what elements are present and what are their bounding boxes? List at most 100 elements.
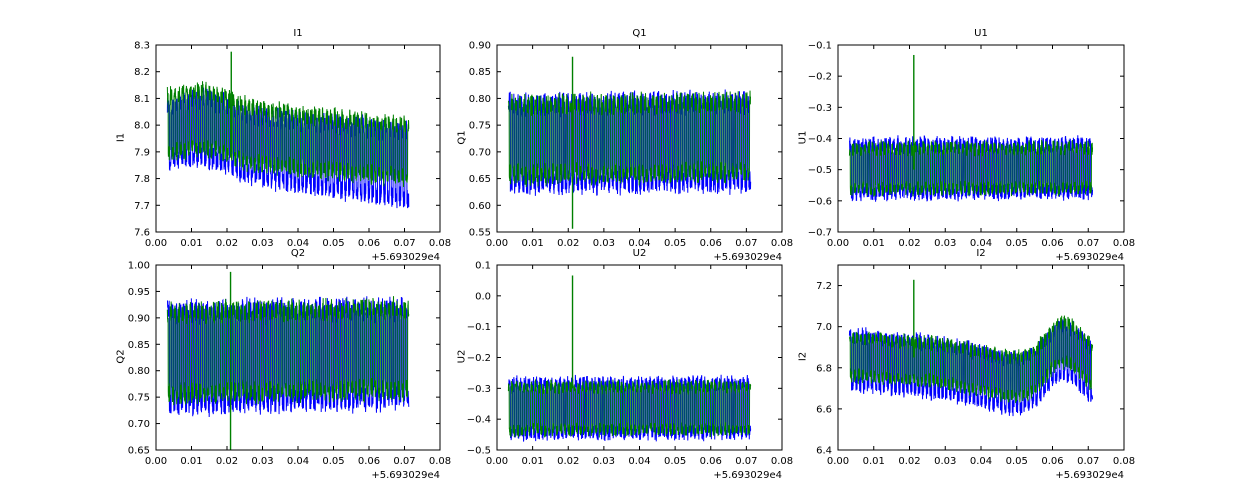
y-tick-label: 8.3 <box>134 41 150 52</box>
x-tick-label: 0.02 <box>557 456 579 467</box>
x-tick-label: 0.01 <box>180 238 202 249</box>
x-tick-label: 0.04 <box>628 456 650 467</box>
x-tick-label: 0.08 <box>429 456 451 467</box>
series-group <box>166 51 410 209</box>
series-group <box>848 54 1094 202</box>
y-tick-label: 8.0 <box>134 121 150 132</box>
x-tick-label: 0.06 <box>358 456 380 467</box>
axes-frame <box>837 264 1125 451</box>
y-tick-label: 6.4 <box>816 446 832 457</box>
series-line-series_b <box>166 296 410 406</box>
y-tick-label: 7.2 <box>816 281 832 292</box>
x-tick-label: 0.00 <box>145 456 167 467</box>
y-tick-label: 0.95 <box>128 287 150 298</box>
panel-title: Q1 <box>632 28 647 39</box>
x-tick-label: 0.08 <box>771 456 793 467</box>
y-axis-label: I1 <box>115 132 127 142</box>
x-axis-offset-label: +5.693029e4 <box>371 252 440 263</box>
x-tick-label: 0.07 <box>735 238 757 249</box>
x-tick-label: 0.02 <box>898 238 920 249</box>
y-tick-label: −0.2 <box>467 353 491 364</box>
y-tick-label: 8.1 <box>134 94 150 105</box>
x-tick-label: 0.08 <box>1113 456 1135 467</box>
y-tick-label: −0.5 <box>808 165 832 176</box>
axes-frame <box>155 44 441 233</box>
series-line-series_a <box>507 89 752 196</box>
x-tick-label: 0.01 <box>521 238 543 249</box>
x-tick-label: 0.03 <box>593 238 615 249</box>
y-tick-label: 6.8 <box>816 363 832 374</box>
x-tick-label: 0.03 <box>251 456 273 467</box>
x-tick-label: 0.06 <box>700 456 722 467</box>
x-tick-label: 0.01 <box>863 456 885 467</box>
y-tick-label: −0.1 <box>467 322 491 333</box>
x-tick-label: 0.07 <box>1077 238 1099 249</box>
x-tick-label: 0.05 <box>664 238 686 249</box>
x-tick-label: 0.05 <box>664 456 686 467</box>
x-tick-label: 0.06 <box>358 238 380 249</box>
y-tick-label: −0.2 <box>808 72 832 83</box>
x-tick-label: 0.06 <box>1041 456 1063 467</box>
x-tick-label: 0.07 <box>393 456 415 467</box>
y-tick-label: 7.0 <box>816 322 832 333</box>
series-line-series_b <box>507 90 751 188</box>
plot-area-i2: 0.00 0.01 0.02 0.03 0.04 0.05 0.06 0.07 0.08 6.4 6… <box>816 264 1135 467</box>
series-line-series_a <box>166 296 410 418</box>
series-line-series_b <box>848 315 1094 404</box>
plot-area-q1: 0.00 0.01 0.02 0.03 0.04 0.05 0.06 0.07 0.08 0.55… <box>469 41 793 250</box>
series-line-series_a <box>166 87 410 209</box>
x-tick-label: 0.06 <box>1041 238 1063 249</box>
x-tick-label: 0.03 <box>934 238 956 249</box>
series-group <box>848 279 1094 417</box>
x-tick-label: 0.06 <box>700 238 722 249</box>
y-tick-label: 6.6 <box>816 404 832 415</box>
series-line-series_a <box>848 135 1094 202</box>
y-tick-label: 0.55 <box>469 228 491 239</box>
y-tick-label: 7.6 <box>134 228 150 239</box>
plot-area-i1: 0.00 0.01 0.02 0.03 0.04 0.05 0.06 0.07 0.08 7.6 7… <box>134 41 451 250</box>
x-tick-label: 0.02 <box>216 456 238 467</box>
series-group <box>507 56 752 229</box>
y-tick-label: −0.3 <box>808 103 832 114</box>
x-tick-label: 0.02 <box>557 238 579 249</box>
x-tick-label: 0.02 <box>898 456 920 467</box>
y-tick-label: −0.5 <box>467 446 491 457</box>
y-tick-label: −0.7 <box>808 228 832 239</box>
x-axis-offset-label: +5.693029e4 <box>713 470 782 481</box>
panel-title: U2 <box>632 248 647 259</box>
axes-frame <box>837 44 1125 233</box>
x-axis-offset-label: +5.693029e4 <box>713 252 782 263</box>
y-axis-label: U1 <box>797 130 809 144</box>
x-tick-label: 0.07 <box>735 456 757 467</box>
y-tick-label: 0.0 <box>475 291 491 302</box>
series-line-series_b <box>166 81 410 187</box>
x-axis-offset-label: +5.693029e4 <box>1055 252 1124 263</box>
panel-title: I2 <box>976 248 986 259</box>
y-tick-label: −0.4 <box>808 134 832 145</box>
x-tick-label: 0.01 <box>521 456 543 467</box>
series-line-series_b <box>848 140 1094 197</box>
y-tick-label: 0.80 <box>128 366 150 377</box>
y-axis-label: U2 <box>456 349 468 363</box>
x-tick-label: 0.02 <box>216 238 238 249</box>
y-tick-label: 8.2 <box>134 67 150 78</box>
y-tick-label: 0.1 <box>475 261 491 272</box>
series-line-series_b <box>507 378 752 438</box>
panel-title: I1 <box>293 28 303 39</box>
y-axis-label: I2 <box>797 351 809 361</box>
y-tick-label: −0.6 <box>808 196 832 207</box>
y-tick-label: 0.75 <box>128 393 150 404</box>
y-tick-label: −0.1 <box>808 41 832 52</box>
x-tick-label: 0.00 <box>827 238 849 249</box>
y-axis-label: Q1 <box>456 129 468 145</box>
series-line-series_a <box>848 318 1094 417</box>
y-tick-label: 0.90 <box>128 313 150 324</box>
x-tick-label: 0.00 <box>486 238 508 249</box>
y-tick-label: 0.70 <box>469 147 491 158</box>
x-tick-label: 0.04 <box>287 456 309 467</box>
